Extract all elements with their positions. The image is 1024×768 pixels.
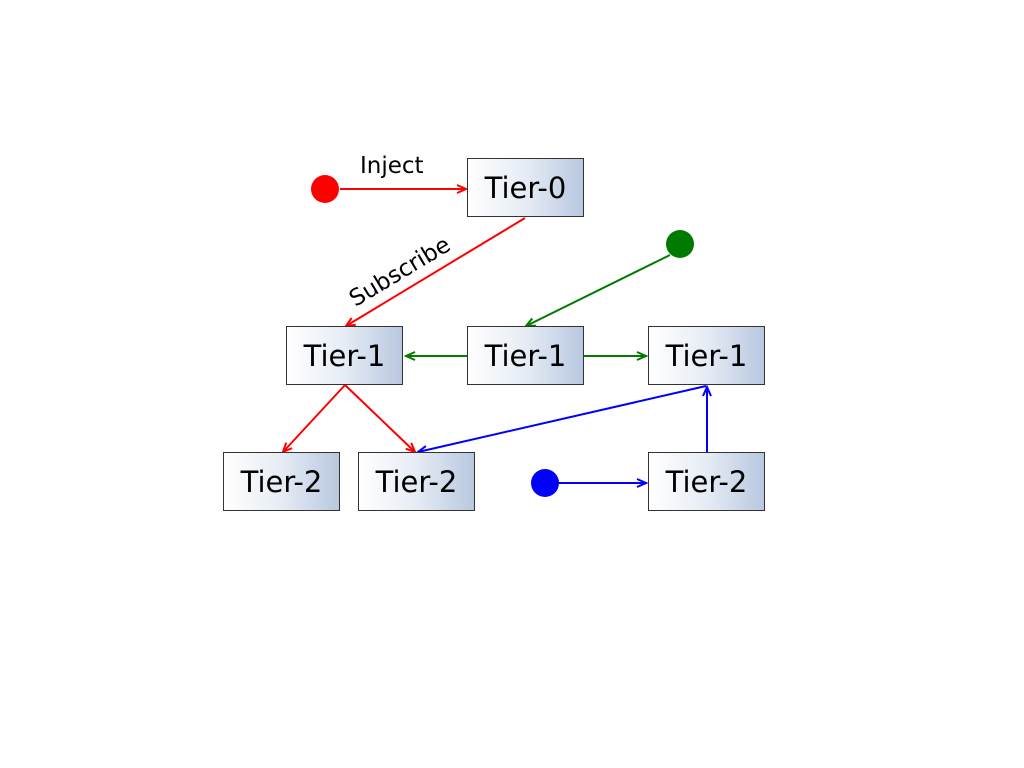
node-tier2-right-label: Tier-2: [665, 464, 748, 499]
node-tier2-right: Tier-2: [648, 452, 765, 511]
node-tier2-center-label: Tier-2: [375, 464, 458, 499]
node-tier0: Tier-0: [467, 158, 584, 217]
green-source-dot: [666, 230, 694, 258]
node-tier1-left-label: Tier-1: [303, 338, 386, 373]
tier1-right-to-tier2-center-arrow: [418, 385, 707, 452]
subscribe-arrow: [346, 217, 526, 326]
blue-source-dot: [531, 469, 559, 497]
node-tier1-center: Tier-1: [467, 326, 584, 385]
node-tier0-label: Tier-0: [484, 170, 567, 205]
node-tier1-right: Tier-1: [648, 326, 765, 385]
red-source-dot: [311, 175, 339, 203]
green-source-to-tier1-center-arrow: [526, 254, 671, 326]
node-tier1-center-label: Tier-1: [484, 338, 567, 373]
node-tier1-right-label: Tier-1: [665, 338, 748, 373]
inject-label: Inject: [360, 153, 424, 179]
node-tier2-left: Tier-2: [223, 452, 340, 511]
tier1-left-to-tier2-left-arrow: [283, 384, 346, 452]
tier1-left-to-tier2-center-arrow: [344, 384, 415, 452]
node-tier2-left-label: Tier-2: [240, 464, 323, 499]
node-tier1-left: Tier-1: [286, 326, 403, 385]
node-tier2-center: Tier-2: [358, 452, 475, 511]
